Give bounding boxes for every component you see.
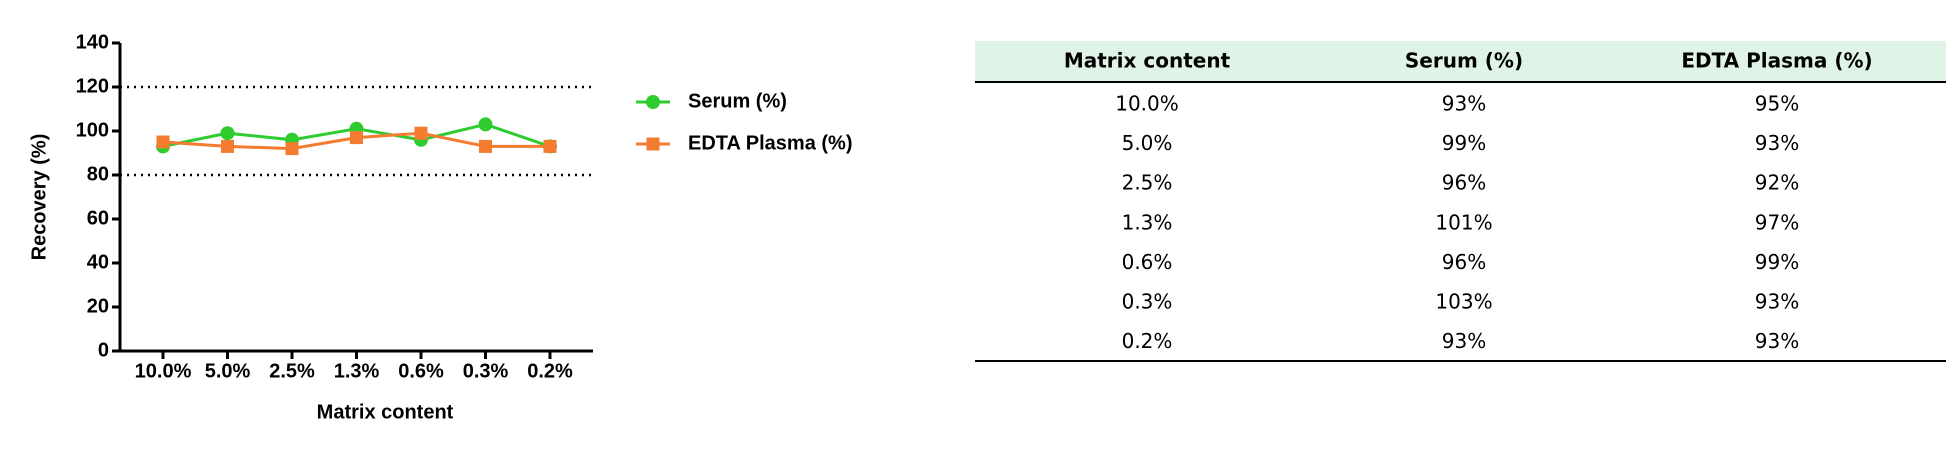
y-tick-label: 80 <box>87 163 109 185</box>
legend-label: EDTA Plasma (%) <box>688 132 852 154</box>
table-cell: 96% <box>1442 250 1486 274</box>
table-cell: 97% <box>1755 210 1799 234</box>
x-tick-label: 0.6% <box>398 360 444 382</box>
table-cell: 0.3% <box>1122 290 1173 314</box>
legend-marker <box>646 95 660 109</box>
table-cell: 93% <box>1755 329 1799 353</box>
table-cell: 0.6% <box>1122 250 1173 274</box>
data-point <box>220 126 235 141</box>
table-cell: 5.0% <box>1122 131 1173 155</box>
data-point <box>478 117 493 132</box>
table-cell: 93% <box>1755 290 1799 314</box>
table-cell: 96% <box>1442 171 1486 195</box>
table-cell: 99% <box>1755 250 1799 274</box>
table-cell: 93% <box>1442 92 1486 116</box>
data-point <box>479 139 492 153</box>
y-tick-label: 40 <box>87 251 109 273</box>
y-tick-label: 140 <box>76 31 109 53</box>
y-tick-label: 100 <box>76 119 109 141</box>
table-cell: 95% <box>1755 92 1799 116</box>
data-point <box>543 139 557 153</box>
x-tick-label: 10.0% <box>135 360 192 382</box>
y-tick-label: 60 <box>87 207 109 229</box>
legend-marker <box>646 137 660 151</box>
data-point <box>221 139 234 153</box>
table-cell: 10.0% <box>1115 92 1179 116</box>
data-point <box>285 142 299 156</box>
table-header-bg <box>975 41 1946 82</box>
data-point <box>350 131 363 145</box>
table-cell: 0.2% <box>1122 329 1173 353</box>
table-cell: 99% <box>1442 131 1486 155</box>
table-header-cell: Matrix content <box>1064 49 1231 73</box>
y-tick-label: 0 <box>98 339 109 361</box>
table-header-cell: EDTA Plasma (%) <box>1681 49 1872 73</box>
table-cell: 93% <box>1755 131 1799 155</box>
x-axis-label: Matrix content <box>317 401 454 423</box>
table-cell: 101% <box>1435 210 1492 234</box>
table-cell: 1.3% <box>1122 210 1173 234</box>
x-tick-label: 5.0% <box>205 360 251 382</box>
table-cell: 93% <box>1442 329 1486 353</box>
x-tick-label: 2.5% <box>269 360 315 382</box>
x-tick-label: 0.3% <box>463 360 509 382</box>
legend-label: Serum (%) <box>688 90 787 112</box>
y-axis-label: Recovery (%) <box>28 134 50 261</box>
data-point <box>414 126 428 140</box>
table-cell: 92% <box>1755 171 1799 195</box>
y-tick-label: 120 <box>76 75 109 97</box>
data-point <box>156 135 170 149</box>
table-header-cell: Serum (%) <box>1405 49 1523 73</box>
y-tick-label: 20 <box>87 295 109 317</box>
x-tick-label: 1.3% <box>334 360 380 382</box>
table-cell: 103% <box>1435 290 1492 314</box>
x-tick-label: 0.2% <box>527 360 573 382</box>
table-cell: 2.5% <box>1122 171 1173 195</box>
